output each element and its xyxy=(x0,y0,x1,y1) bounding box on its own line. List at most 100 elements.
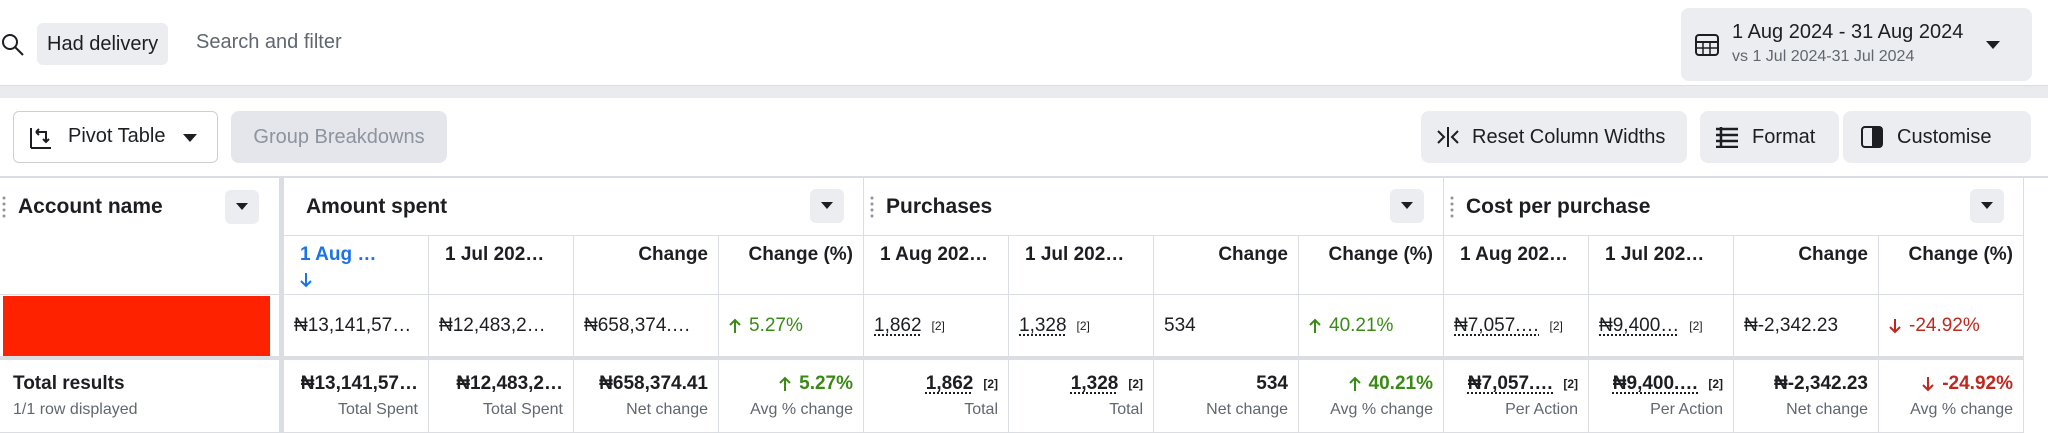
group-header-label: Amount spent xyxy=(306,194,448,218)
search-input[interactable]: Search and filter xyxy=(196,31,342,53)
totals-sublabel: 1/1 row displayed xyxy=(13,401,138,418)
column-header-label: Change xyxy=(1218,244,1288,265)
group-header: Cost per purchase xyxy=(1444,178,2024,236)
total-cell: 40.21% Avg % change xyxy=(1299,357,1444,433)
account-header-label: Account name xyxy=(18,195,163,218)
value-text: ₦13,141,57… xyxy=(294,314,412,336)
value-text: 534 xyxy=(1164,314,1196,336)
column-menu-button[interactable] xyxy=(1970,189,2004,223)
percent-change: 5.27% xyxy=(749,314,803,336)
total-caption: Avg % change xyxy=(750,401,853,418)
data-cell: 40.21% xyxy=(1299,295,1444,357)
up-arrow-icon xyxy=(729,318,741,334)
value-text: 534 xyxy=(1256,373,1288,394)
account-header: Account name xyxy=(0,178,280,295)
reset-label: Reset Column Widths xyxy=(1472,126,1666,148)
column-grip xyxy=(870,196,874,218)
cell-value: 534 xyxy=(1164,315,1196,337)
cell-value: ₦9,400… [2] xyxy=(1599,315,1703,337)
column-menu-button[interactable] xyxy=(1390,189,1424,223)
cell-value: 534 xyxy=(1256,373,1288,395)
column-header[interactable]: 1 Aug 202… xyxy=(864,236,1009,295)
totals-label-cell: Total results 1/1 row displayed xyxy=(0,357,280,433)
column-menu-button[interactable] xyxy=(810,189,844,223)
column-header[interactable]: Change (%) xyxy=(1879,236,2024,295)
sort-descending-icon xyxy=(300,272,312,288)
value-text: ₦7,057.… xyxy=(1454,314,1540,336)
column-header[interactable]: 1 Aug … xyxy=(284,236,429,295)
value-text: ₦7,057.… xyxy=(1467,373,1554,394)
format-button[interactable]: Format xyxy=(1700,111,1839,163)
date-range-comparison: vs 1 Jul 2024-31 Jul 2024 xyxy=(1732,48,1915,65)
total-cell: 1,328 [2] Total xyxy=(1009,357,1154,433)
data-cell: 534 xyxy=(1154,295,1299,357)
footnote-marker: [2] xyxy=(1708,377,1723,391)
column-header[interactable]: 1 Jul 202… xyxy=(429,236,574,295)
column-header[interactable]: Change (%) xyxy=(719,236,864,295)
caret xyxy=(1401,202,1413,210)
total-cell: 534 Net change xyxy=(1154,357,1299,433)
column-header-label: 1 Jul 202… xyxy=(1025,244,1125,265)
format-label: Format xyxy=(1752,126,1816,148)
value-text: 1,862 xyxy=(874,314,922,336)
total-caption: Total xyxy=(964,401,998,418)
percent-change: -24.92% xyxy=(1909,314,1980,336)
column-header-label: Change (%) xyxy=(748,244,854,265)
pivot-icon xyxy=(30,128,51,149)
value-text: ₦9,400… xyxy=(1599,314,1680,336)
customise-button[interactable]: Customise xyxy=(1843,111,2031,163)
footnote-marker: [2] xyxy=(983,377,998,391)
column-header-label: 1 Jul 202… xyxy=(445,244,545,265)
cell-value: -24.92% xyxy=(1889,315,1980,337)
caret xyxy=(1986,41,2000,49)
pivot-table-button[interactable]: Pivot Table xyxy=(13,111,218,163)
group-breakdowns-button[interactable]: Group Breakdowns xyxy=(231,111,447,163)
column-header[interactable]: 1 Aug 202… xyxy=(1444,236,1589,295)
cell-value: ₦13,141,57… xyxy=(294,315,411,337)
column-header[interactable]: Change xyxy=(1154,236,1299,295)
column-header-label: 1 Jul 202… xyxy=(1605,244,1705,265)
footnote-marker: [2] xyxy=(1549,318,1563,333)
total-caption: Net change xyxy=(626,401,708,418)
column-header[interactable]: Change (%) xyxy=(1299,236,1444,295)
column-header[interactable]: Change xyxy=(574,236,719,295)
column-header[interactable]: 1 Jul 202… xyxy=(1009,236,1154,295)
total-caption: Net change xyxy=(1206,401,1288,418)
search-icon xyxy=(2,34,24,56)
column-header[interactable]: 1 Jul 202… xyxy=(1589,236,1734,295)
total-caption: Per Action xyxy=(1650,401,1723,418)
column-menu-button[interactable] xyxy=(225,190,259,224)
value-text: ₦-2,342.23 xyxy=(1744,314,1839,336)
value-text: ₦12,483,2… xyxy=(456,373,563,394)
cell-value: 5.27% xyxy=(729,315,803,337)
cell-value: ₦13,141,57… xyxy=(301,373,418,395)
total-cell: ₦9,400.… [2] Per Action xyxy=(1589,357,1734,433)
value-text: ₦-2,342.23 xyxy=(1773,373,1868,394)
filter-chip[interactable]: Had delivery xyxy=(37,23,169,65)
footnote-marker: [2] xyxy=(931,318,945,333)
group-header-label: Purchases xyxy=(886,194,993,218)
footnote-marker: [2] xyxy=(1689,318,1703,333)
totals-label: Total results xyxy=(13,373,125,394)
footnote-marker: [2] xyxy=(1128,377,1143,391)
cell-value: -24.92% xyxy=(1922,373,2013,395)
data-cell: ₦9,400… [2] xyxy=(1589,295,1734,357)
data-cell: 1,328 [2] xyxy=(1009,295,1154,357)
data-cell: ₦658,374.… xyxy=(574,295,719,357)
value-text: ₦658,374.… xyxy=(584,314,691,336)
up-arrow-icon xyxy=(1348,376,1361,392)
column-header-label: 1 Aug 202… xyxy=(1460,244,1569,265)
cell-value: ₦9,400.… [2] xyxy=(1613,373,1723,395)
date-range-button[interactable]: 1 Aug 2024 - 31 Aug 2024 vs 1 Jul 2024-3… xyxy=(1681,8,2032,81)
group-header: Amount spent xyxy=(284,178,864,236)
reset-icon xyxy=(1437,127,1459,147)
column-header[interactable]: Change xyxy=(1734,236,1879,295)
column-header-label: Change xyxy=(1798,244,1868,265)
reset-column-widths-button[interactable]: Reset Column Widths xyxy=(1421,111,1687,163)
data-table: Account name Total results 1/1 row display… xyxy=(0,176,2048,433)
group-header: Purchases xyxy=(864,178,1444,236)
column-grip xyxy=(1450,196,1454,218)
value-text: 1,328 xyxy=(1019,314,1067,336)
column-grip xyxy=(2,196,6,218)
percent-change: 5.27% xyxy=(799,373,853,394)
